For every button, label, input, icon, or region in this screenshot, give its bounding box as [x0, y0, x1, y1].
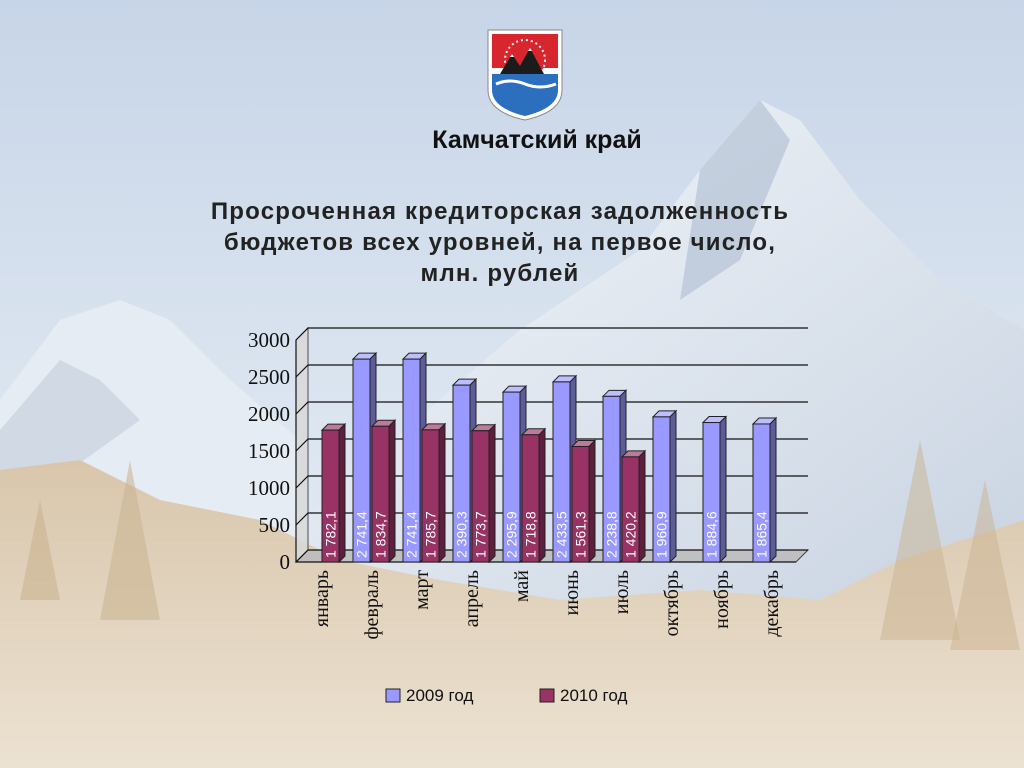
x-category-label: май [511, 570, 533, 602]
bar-side [338, 422, 346, 564]
bar [402, 358, 421, 563]
data-label: 1 865,4 [754, 511, 770, 558]
bar [652, 416, 671, 563]
bar-side [488, 423, 496, 564]
legend-swatch [539, 688, 555, 703]
kamchatka-coat-of-arms [487, 29, 563, 121]
x-category-label: июль [611, 570, 633, 614]
data-label: 2 238,8 [604, 511, 620, 558]
bar-side [588, 439, 596, 564]
x-category-label: июнь [561, 570, 583, 615]
y-tick-label: 2000 [248, 402, 290, 426]
gridline [295, 364, 808, 378]
bar-side [638, 449, 646, 564]
data-label: 1 782,1 [323, 511, 339, 558]
data-label: 2 433,5 [554, 511, 570, 558]
x-category-label: январь [311, 570, 333, 627]
legend-label: 2010 год [560, 686, 627, 705]
bar [702, 422, 721, 563]
data-label: 1 718,8 [523, 511, 539, 558]
data-label: 1 834,7 [373, 511, 389, 558]
gridline [295, 327, 808, 341]
data-label: 2 390,3 [454, 511, 470, 558]
bar [502, 391, 521, 563]
legend-label: 2009 год [406, 686, 473, 705]
bar [371, 425, 390, 563]
y-tick-label: 1000 [248, 476, 290, 500]
bar-side [538, 427, 546, 564]
data-label: 1 960,9 [654, 511, 670, 558]
bar [452, 384, 471, 563]
data-label: 1 420,2 [623, 511, 639, 558]
bar [602, 395, 621, 563]
data-label: 1 884,6 [704, 511, 720, 558]
y-tick-label: 3000 [248, 328, 290, 352]
y-tick-label: 500 [259, 513, 291, 537]
x-category-label: ноябрь [711, 570, 733, 629]
x-category-label: март [411, 570, 433, 610]
chart-title-line-2: бюджетов всех уровней, на первое число, [223, 229, 777, 256]
y-tick-label: 2500 [248, 365, 290, 389]
region-name: Камчатский край [432, 126, 642, 154]
chart-title-line-3: млн. рублей [420, 260, 580, 287]
y-tick-label: 0 [280, 550, 291, 574]
data-label: 2 741,4 [354, 511, 370, 558]
bar [321, 429, 340, 563]
bar [571, 445, 590, 563]
x-category-label: октябрь [661, 570, 683, 636]
bar [552, 381, 571, 563]
data-label: 2 295,9 [504, 511, 520, 558]
bar-side [388, 419, 396, 564]
bar [471, 430, 490, 563]
bar-side [669, 409, 677, 564]
x-category-label: декабрь [761, 570, 783, 637]
bar-side [438, 422, 446, 564]
data-label: 1 773,7 [473, 511, 489, 558]
bar [421, 429, 440, 563]
bar-side [769, 416, 777, 564]
bar-side [719, 415, 727, 564]
bar [752, 423, 771, 563]
gridline [295, 401, 808, 415]
bar [352, 358, 371, 563]
bar [621, 456, 640, 563]
chart-title-line-1: Просроченная кредиторская задолженность [210, 198, 790, 225]
bar [521, 434, 540, 563]
x-category-label: февраль [361, 570, 383, 639]
gridline [295, 438, 808, 452]
y-tick-label: 1500 [248, 439, 290, 463]
x-category-label: апрель [461, 570, 483, 627]
data-label: 1 785,7 [423, 511, 439, 558]
chart-title: Просроченная кредиторская задолженность … [120, 196, 880, 289]
data-label: 1 561,3 [573, 511, 589, 558]
legend-swatch [385, 688, 401, 703]
data-label: 2 741,4 [404, 511, 420, 558]
